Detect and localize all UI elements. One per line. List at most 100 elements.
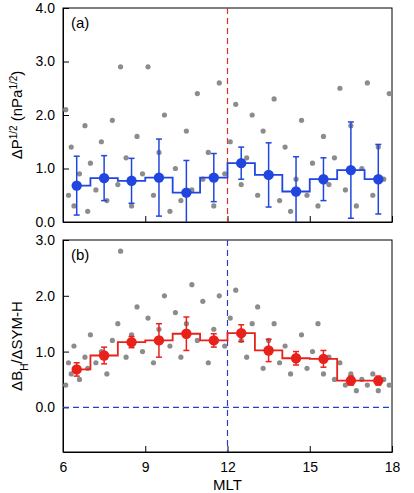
y-tick-label: 4.0 <box>36 0 56 16</box>
scatter-point <box>228 139 233 144</box>
scatter-point <box>370 371 375 376</box>
scatter-point <box>88 161 93 166</box>
y-tick: 2.0 <box>36 288 69 304</box>
error-bar-cap <box>320 200 326 202</box>
scatter-point <box>206 360 211 365</box>
bin-marker <box>346 375 356 385</box>
scatter-point <box>222 343 227 348</box>
error-bar-cap <box>101 155 107 157</box>
y-axis-title-part: 1/2 <box>8 75 19 89</box>
scatter-point <box>184 128 189 133</box>
scatter-point <box>211 203 216 208</box>
error-bar-cap <box>320 350 326 352</box>
y-tick-label: 3.0 <box>36 53 56 69</box>
scatter-point <box>167 343 172 348</box>
scatter-point <box>206 150 211 155</box>
scatter-point <box>66 193 71 198</box>
scatter-point <box>93 360 98 365</box>
error-bar-cap <box>211 333 217 335</box>
x-axis-title: MLT <box>213 476 242 493</box>
figure: 0.01.02.03.04.0(a)ΔP1/2 (nPa1/2)69121518… <box>0 0 414 493</box>
scatter-point <box>370 193 375 198</box>
error-bar-cap <box>238 178 244 180</box>
y-axis: 0.01.02.03.04.0 <box>36 0 69 230</box>
y-tick: 3.0 <box>36 232 69 248</box>
binned-series <box>72 122 384 222</box>
bin-marker <box>346 165 356 175</box>
scatter-point <box>63 107 68 112</box>
panel: 691215180.01.02.03.0(b)ΔBH/ΔSYM-HMLT <box>8 232 400 493</box>
scatter-point <box>134 304 139 309</box>
scatter-point <box>189 282 194 287</box>
scatter-point <box>167 209 172 214</box>
y-axis-title-part: (nPa <box>8 89 25 126</box>
error-bar-cap <box>156 356 162 358</box>
scatter-point <box>387 382 392 387</box>
error-bar-cap <box>101 200 107 202</box>
y-tick: 2.0 <box>36 107 69 123</box>
scatter-point <box>315 203 320 208</box>
scatter-point <box>71 203 76 208</box>
scatter-point <box>195 91 200 96</box>
scatter-point <box>255 304 260 309</box>
y-tick-label: 0.0 <box>36 214 56 230</box>
scatter-point <box>261 366 266 371</box>
error-bar-cap <box>129 203 135 205</box>
scatter-point <box>115 182 120 187</box>
bin-marker <box>291 186 301 196</box>
bin-marker <box>291 353 301 363</box>
bin-marker <box>236 328 246 338</box>
scatter-point <box>321 134 326 139</box>
x-tick <box>310 216 311 222</box>
y-tick-label: 2.0 <box>36 288 56 304</box>
y-axis-title-part: /ΔSYM-H <box>8 301 25 364</box>
x-tick-label: 18 <box>385 459 401 475</box>
bin-marker <box>373 375 383 385</box>
error-bar-cap <box>375 144 381 146</box>
scatter-point <box>250 321 255 326</box>
scatter-point <box>115 321 120 326</box>
y-axis-title: ΔBH/ΔSYM-H <box>8 301 30 391</box>
x-tick: 9 <box>142 446 150 475</box>
error-bar-cap <box>238 146 244 148</box>
scatter-point <box>129 203 134 208</box>
scatter-point <box>134 134 139 139</box>
error-bar-cap <box>183 160 189 162</box>
y-tick-mark <box>63 222 69 223</box>
bin-marker <box>99 350 109 360</box>
scatter-point <box>118 64 123 69</box>
scatter-point <box>299 332 304 337</box>
scatter-point <box>93 187 98 192</box>
y-tick: 1.0 <box>36 344 69 360</box>
error-bar-cap <box>266 142 272 144</box>
error-bar-cap <box>293 364 299 366</box>
error-bar-cap <box>156 323 162 325</box>
y-tick-mark <box>63 169 69 170</box>
bin-marker <box>72 180 82 190</box>
error-bar-cap <box>266 206 272 208</box>
scatter-point <box>233 288 238 293</box>
y-tick-mark <box>63 115 69 116</box>
bin-marker <box>373 174 383 184</box>
scatter-point <box>337 86 342 91</box>
y-tick: 0.0 <box>36 214 69 230</box>
error-bar-cap <box>74 214 80 216</box>
binned-series <box>72 317 384 386</box>
scatter-point <box>178 198 183 203</box>
scatter-point <box>82 123 87 128</box>
scatter-point <box>365 80 370 85</box>
scatter-point <box>200 299 205 304</box>
x-tick-label: 15 <box>302 459 318 475</box>
x-tick-mark <box>392 216 393 222</box>
scatter-point <box>288 209 293 214</box>
y-tick: 3.0 <box>36 53 69 69</box>
scatter-point <box>304 366 309 371</box>
error-bar-cap <box>156 138 162 140</box>
scatter-point <box>88 332 93 337</box>
scatter-point <box>82 355 87 360</box>
y-tick-label: 1.0 <box>36 344 56 360</box>
bin-marker <box>126 176 136 186</box>
error-bar-cap <box>375 213 381 215</box>
x-tick-label: 12 <box>220 459 236 475</box>
x-tick-mark <box>310 216 311 222</box>
